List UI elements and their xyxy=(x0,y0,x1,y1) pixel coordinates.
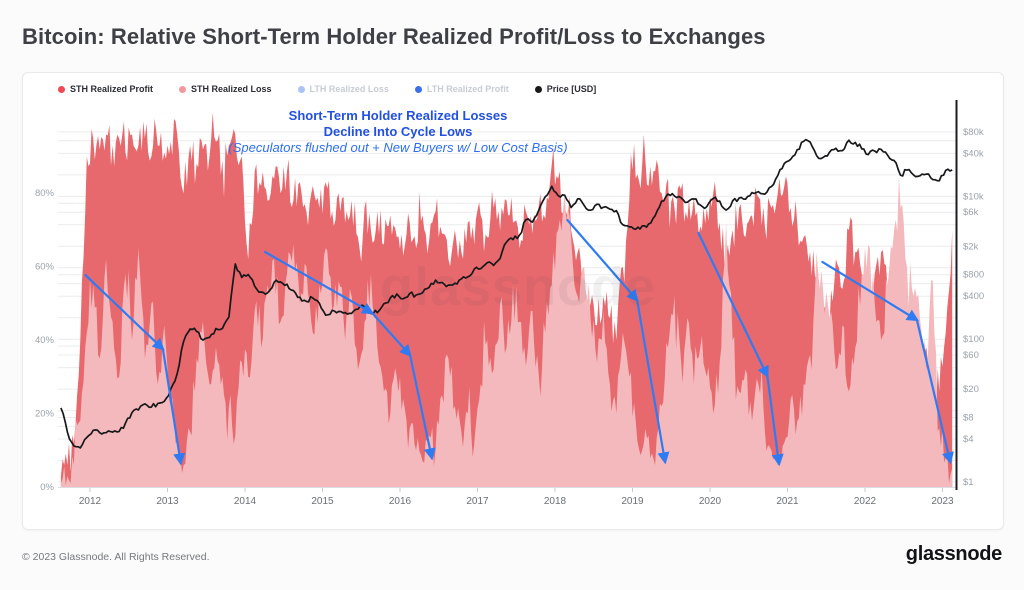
legend-label: LTH Realized Loss xyxy=(309,84,389,94)
chart-legend: STH Realized Profit STH Realized Loss LT… xyxy=(58,84,596,94)
legend-dot-icon xyxy=(297,85,305,93)
svg-text:2018: 2018 xyxy=(544,496,567,507)
legend-label: LTH Realized Profit xyxy=(426,84,509,94)
svg-text:$800: $800 xyxy=(963,270,984,281)
svg-text:2012: 2012 xyxy=(79,496,102,507)
legend-label: Price [USD] xyxy=(546,84,597,94)
svg-text:20%: 20% xyxy=(35,409,55,420)
svg-text:$8: $8 xyxy=(963,413,974,424)
svg-text:2017: 2017 xyxy=(466,496,489,507)
svg-text:2021: 2021 xyxy=(776,496,799,507)
svg-text:$4: $4 xyxy=(963,434,974,445)
svg-text:2019: 2019 xyxy=(621,496,644,507)
svg-text:2015: 2015 xyxy=(311,496,334,507)
footer-copyright: © 2023 Glassnode. All Rights Reserved. xyxy=(22,551,210,563)
svg-text:2014: 2014 xyxy=(234,496,257,507)
svg-text:$10k: $10k xyxy=(963,191,984,202)
svg-text:$400: $400 xyxy=(963,291,984,302)
legend-dot-icon xyxy=(179,85,187,93)
svg-text:0%: 0% xyxy=(40,482,54,493)
svg-text:2023: 2023 xyxy=(931,496,954,507)
legend-item-lth-realized-loss[interactable]: LTH Realized Loss xyxy=(297,84,389,94)
legend-label: STH Realized Profit xyxy=(70,84,154,94)
page-title: Bitcoin: Relative Short-Term Holder Real… xyxy=(22,24,766,49)
svg-text:80%: 80% xyxy=(35,188,55,199)
legend-dot-icon xyxy=(534,85,542,93)
legend-item-lth-realized-profit[interactable]: LTH Realized Profit xyxy=(414,84,509,94)
legend-dot-icon xyxy=(414,85,422,93)
svg-text:2022: 2022 xyxy=(854,496,877,507)
svg-text:$1: $1 xyxy=(963,477,974,488)
legend-item-sth-realized-loss[interactable]: STH Realized Loss xyxy=(179,84,272,94)
svg-text:$80k: $80k xyxy=(963,127,984,138)
svg-text:2013: 2013 xyxy=(156,496,179,507)
svg-text:40%: 40% xyxy=(35,335,55,346)
svg-text:$100: $100 xyxy=(963,334,984,345)
legend-label: STH Realized Loss xyxy=(191,84,272,94)
svg-text:$60: $60 xyxy=(963,350,979,361)
legend-item-sth-realized-profit[interactable]: STH Realized Profit xyxy=(58,84,153,94)
svg-text:$6k: $6k xyxy=(963,207,979,218)
svg-text:$20: $20 xyxy=(963,384,979,395)
svg-text:$2k: $2k xyxy=(963,241,979,252)
legend-item-price-usd[interactable]: Price [USD] xyxy=(534,84,597,94)
svg-text:$40k: $40k xyxy=(963,148,984,159)
svg-text:2020: 2020 xyxy=(699,496,722,507)
legend-dot-icon xyxy=(58,85,65,93)
svg-text:2016: 2016 xyxy=(389,496,412,507)
svg-text:60%: 60% xyxy=(35,262,55,273)
glassnode-logo: glassnode xyxy=(905,543,1003,565)
